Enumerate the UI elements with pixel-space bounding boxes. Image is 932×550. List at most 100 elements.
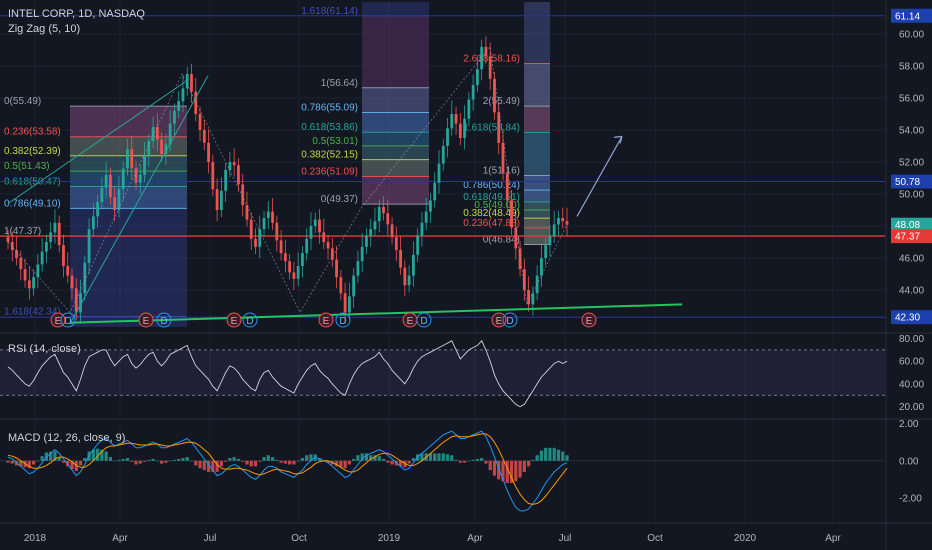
candle-body bbox=[70, 275, 74, 289]
fib-band bbox=[70, 106, 187, 137]
macd-hist-bar bbox=[121, 458, 125, 461]
candle-body bbox=[420, 222, 424, 236]
fib-band bbox=[70, 186, 187, 209]
macd-hist-bar bbox=[309, 454, 313, 461]
earnings-marker-label: E bbox=[55, 316, 62, 327]
macd-hist-bar bbox=[262, 457, 266, 461]
dividend-marker bbox=[156, 312, 172, 328]
macd-hist-bar bbox=[458, 460, 462, 463]
macd-hist-bar bbox=[288, 460, 292, 465]
macd-hist-bar bbox=[164, 460, 168, 463]
candle-body bbox=[373, 221, 377, 230]
candle-body bbox=[424, 211, 428, 223]
candle-body bbox=[10, 242, 14, 250]
candle-body bbox=[228, 162, 232, 170]
dividend-marker-label: D bbox=[420, 316, 427, 327]
candle-body bbox=[241, 184, 245, 206]
fib-band bbox=[362, 176, 429, 205]
rsi-tick-label: 40.00 bbox=[899, 379, 924, 390]
candle-body bbox=[130, 149, 134, 169]
macd-hist-bar bbox=[509, 460, 514, 484]
macd-hist-bar bbox=[373, 455, 377, 461]
candle-body bbox=[113, 197, 117, 210]
candle-body bbox=[53, 222, 57, 233]
candle-body bbox=[198, 114, 202, 130]
candle-body bbox=[497, 112, 501, 143]
earnings-marker-label: E bbox=[586, 316, 593, 327]
macd-hist-bar bbox=[339, 460, 343, 468]
macd-pane bbox=[0, 430, 885, 512]
candle-body bbox=[446, 128, 449, 146]
macd-hist-bar bbox=[356, 455, 360, 461]
macd-hist-bar bbox=[194, 460, 198, 466]
macd-hist-bar bbox=[168, 460, 172, 462]
candle-body bbox=[343, 293, 347, 313]
rsi-legend: RSI (14, close) bbox=[8, 343, 81, 355]
candle-body bbox=[365, 235, 368, 247]
macd-hist-bar bbox=[492, 460, 497, 476]
fib-level-label: 0.618(49.51) bbox=[463, 192, 520, 203]
earnings-marker-label: E bbox=[143, 316, 150, 327]
macd-hist-bar bbox=[181, 458, 185, 461]
price-badge-label: 42.30 bbox=[895, 313, 920, 324]
macd-hist-bar bbox=[428, 453, 433, 461]
candle-body bbox=[437, 163, 441, 183]
macd-hist-bar bbox=[147, 459, 151, 461]
candle-body bbox=[339, 277, 343, 294]
candle-body bbox=[271, 211, 274, 223]
rsi-tick-label: 20.00 bbox=[899, 402, 924, 413]
candle-body bbox=[493, 78, 496, 113]
candle-body bbox=[40, 251, 44, 265]
macd-hist-bar bbox=[172, 459, 177, 461]
candle-body bbox=[352, 275, 356, 297]
candle-body bbox=[19, 258, 23, 270]
macd-hist-bar bbox=[326, 460, 330, 463]
macd-hist-bar bbox=[539, 450, 543, 461]
candle-body bbox=[96, 202, 100, 217]
candle-body bbox=[245, 205, 249, 220]
macd-hist-bar bbox=[360, 453, 364, 461]
candle-body bbox=[522, 269, 526, 290]
macd-hist-bar bbox=[36, 460, 40, 462]
candle-body bbox=[318, 219, 321, 233]
candle-body bbox=[117, 189, 121, 210]
candle-body bbox=[62, 245, 65, 266]
candle-body bbox=[57, 222, 61, 246]
macd-hist-bar bbox=[236, 458, 241, 461]
candle-body bbox=[454, 114, 458, 124]
macd-hist-bar bbox=[215, 460, 219, 472]
macd-hist-bar bbox=[104, 451, 108, 461]
rsi-tick-label: 60.00 bbox=[899, 357, 924, 368]
fib-band bbox=[362, 132, 429, 146]
macd-hist-bar bbox=[352, 458, 356, 461]
candle-body bbox=[548, 235, 552, 246]
fib-band bbox=[362, 87, 429, 113]
macd-hist-bar bbox=[484, 460, 488, 464]
candle-body bbox=[194, 91, 198, 114]
macd-hist-bar bbox=[53, 451, 57, 461]
macd-hist-bar bbox=[138, 460, 142, 464]
candle-body bbox=[394, 237, 398, 250]
macd-hist-bar bbox=[32, 460, 36, 465]
fib-band bbox=[362, 145, 429, 160]
candle-body bbox=[416, 235, 420, 255]
price-tick-label: 58.00 bbox=[899, 62, 924, 73]
fib-level-label: 2.618(58.16) bbox=[463, 53, 520, 64]
fib-level-label: 0.382(52.15) bbox=[301, 150, 358, 161]
macd-hist-bar bbox=[471, 459, 475, 461]
macd-hist-bar bbox=[228, 458, 232, 461]
candle-body bbox=[527, 290, 530, 305]
price-badge bbox=[891, 229, 932, 244]
candle-body bbox=[45, 242, 48, 252]
candle-body bbox=[292, 272, 296, 279]
candle-body bbox=[83, 262, 87, 294]
x-tick-label: 2018 bbox=[24, 533, 47, 544]
macd-hist-bar bbox=[381, 458, 386, 461]
macd-hist-bar bbox=[292, 460, 296, 465]
candle-body bbox=[224, 170, 228, 191]
support-trendline bbox=[69, 303, 683, 324]
macd-hist-bar bbox=[224, 460, 228, 462]
macd-hist-bar bbox=[49, 451, 53, 461]
candle-body bbox=[322, 232, 326, 242]
